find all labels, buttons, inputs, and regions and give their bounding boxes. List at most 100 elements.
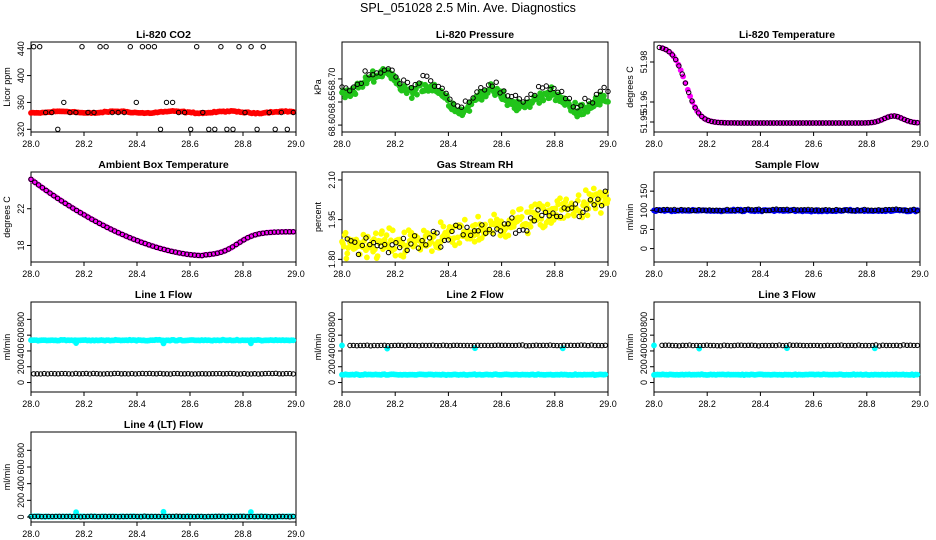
data-point — [580, 209, 586, 216]
data-point — [875, 207, 882, 213]
data-point — [675, 207, 681, 214]
series-rh-primary- — [339, 185, 611, 262]
data-point — [43, 187, 49, 194]
data-point — [38, 513, 45, 520]
data-point — [838, 342, 845, 348]
data-point — [837, 207, 843, 213]
data-point — [814, 342, 820, 349]
data-point — [272, 126, 278, 133]
y-axis-label: ml/min — [2, 334, 12, 361]
data-point — [468, 232, 474, 239]
data-point — [787, 342, 793, 348]
data-point — [217, 370, 223, 377]
data-point — [116, 513, 123, 520]
data-point — [160, 340, 167, 347]
data-point — [474, 89, 480, 95]
x-tick-label: 28.8 — [858, 399, 876, 409]
data-point — [712, 119, 718, 125]
data-point — [576, 213, 582, 220]
data-point — [129, 370, 135, 377]
data-point — [589, 100, 596, 106]
data-point — [842, 342, 848, 349]
chart-panel-licor_temp: Li-820 Temperature 28.0 28.2 28.4 28.6 28.8 29… — [625, 29, 929, 149]
data-point — [501, 221, 508, 227]
series-line-1-flow-averages- — [31, 370, 296, 377]
data-point — [602, 371, 609, 378]
data-point — [855, 120, 862, 126]
data-point — [426, 235, 433, 241]
series-licor-co2-averages- — [31, 44, 296, 133]
data-point — [512, 92, 519, 99]
data-point — [343, 255, 350, 262]
data-point — [575, 192, 582, 199]
data-point — [598, 203, 605, 209]
data-point — [780, 206, 787, 213]
data-point — [175, 109, 182, 116]
data-point — [764, 120, 770, 126]
data-point — [266, 109, 272, 116]
data-point — [269, 370, 275, 377]
y-tick-label: 400 — [16, 476, 26, 491]
data-point — [793, 342, 800, 348]
data-point — [47, 190, 53, 196]
data-point — [283, 370, 289, 377]
data-point — [862, 342, 869, 349]
data-point — [252, 371, 258, 377]
data-point — [237, 239, 243, 245]
data-point — [833, 120, 839, 126]
chart-title: Line 3 Flow — [758, 289, 816, 301]
data-point — [524, 95, 530, 102]
data-point — [727, 207, 734, 213]
data-point — [34, 371, 40, 377]
chart-panel-line2: Line 2 Flow 28.0 28.2 28.4 28.6 28.8 29.0 0 2004… — [313, 289, 617, 409]
data-point — [680, 342, 686, 348]
data-point — [153, 371, 160, 377]
data-point — [118, 371, 125, 377]
data-point — [206, 371, 212, 377]
data-point — [164, 371, 170, 377]
data-point — [547, 342, 553, 348]
data-point — [475, 213, 481, 220]
data-point — [405, 342, 412, 348]
data-point — [872, 119, 878, 125]
y-tick-label: 600 — [639, 328, 649, 343]
x-tick-label: 29.0 — [287, 269, 305, 279]
data-point — [354, 343, 360, 349]
data-point — [247, 340, 254, 347]
data-point — [352, 91, 359, 97]
series-line-3-flow-cyan- — [651, 342, 921, 378]
data-point — [438, 244, 444, 250]
data-point — [885, 114, 891, 120]
data-point — [502, 342, 508, 348]
data-point — [911, 119, 917, 126]
data-point — [433, 342, 439, 349]
data-point — [464, 342, 470, 349]
data-point — [859, 342, 865, 349]
data-point — [682, 80, 689, 86]
data-point — [581, 342, 588, 348]
y-tick-label: 68.65 — [327, 91, 337, 114]
x-tick-label: 29.0 — [911, 269, 929, 279]
data-point — [749, 207, 755, 213]
series-licor-co2-primary- — [28, 108, 297, 117]
data-point — [605, 98, 611, 105]
x-tick-label: 28.2 — [698, 139, 716, 149]
y-tick-label: 440 — [16, 41, 26, 56]
data-point — [525, 230, 531, 237]
data-point — [278, 109, 284, 116]
x-tick-label: 28.2 — [386, 139, 404, 149]
data-point — [464, 224, 470, 231]
data-point — [839, 120, 845, 126]
data-point — [563, 196, 570, 203]
data-point — [683, 342, 689, 349]
data-point — [58, 198, 65, 204]
x-tick-label: 28.0 — [333, 139, 351, 149]
data-point — [393, 74, 399, 80]
x-tick-label: 28.2 — [386, 269, 404, 279]
x-tick-label: 28.4 — [128, 139, 146, 149]
data-point — [255, 513, 261, 520]
data-point — [751, 120, 757, 126]
